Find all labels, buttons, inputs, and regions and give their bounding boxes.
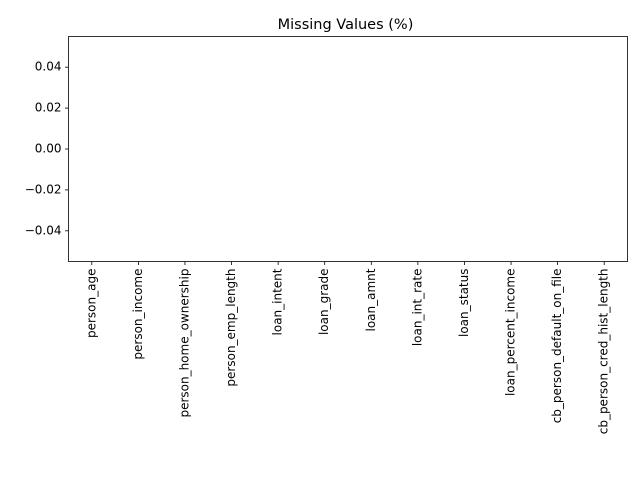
x-tick-label: loan_grade [317, 269, 331, 336]
x-tick-label: person_age [84, 269, 98, 339]
y-tick-label: 0.00 [35, 142, 62, 156]
x-tick-label: person_home_ownership [177, 269, 191, 418]
x-tick-label: cb_person_default_on_file [550, 269, 564, 424]
plot-frame [68, 36, 628, 262]
y-tick-label: −0.04 [25, 223, 62, 237]
x-tick-label: loan_int_rate [410, 269, 424, 347]
x-tick-label: loan_intent [271, 268, 285, 335]
chart-title: Missing Values (%) [278, 17, 414, 33]
y-tick-label: 0.02 [35, 101, 62, 115]
y-tick-label: −0.02 [25, 182, 62, 196]
y-axis: −0.04 −0.02 0.00 0.02 0.04 [25, 60, 69, 237]
x-axis: person_age person_income person_home_owner… [84, 261, 611, 435]
x-tick-label: loan_amnt [364, 268, 378, 331]
x-tick-label: loan_percent_income [504, 268, 518, 396]
x-tick-label: person_income [131, 269, 145, 360]
x-tick-label: loan_status [457, 269, 471, 338]
y-tick-label: 0.04 [35, 60, 62, 74]
x-tick-label: person_emp_length [224, 269, 238, 387]
x-tick-label: cb_person_cred_hist_length [597, 269, 611, 435]
